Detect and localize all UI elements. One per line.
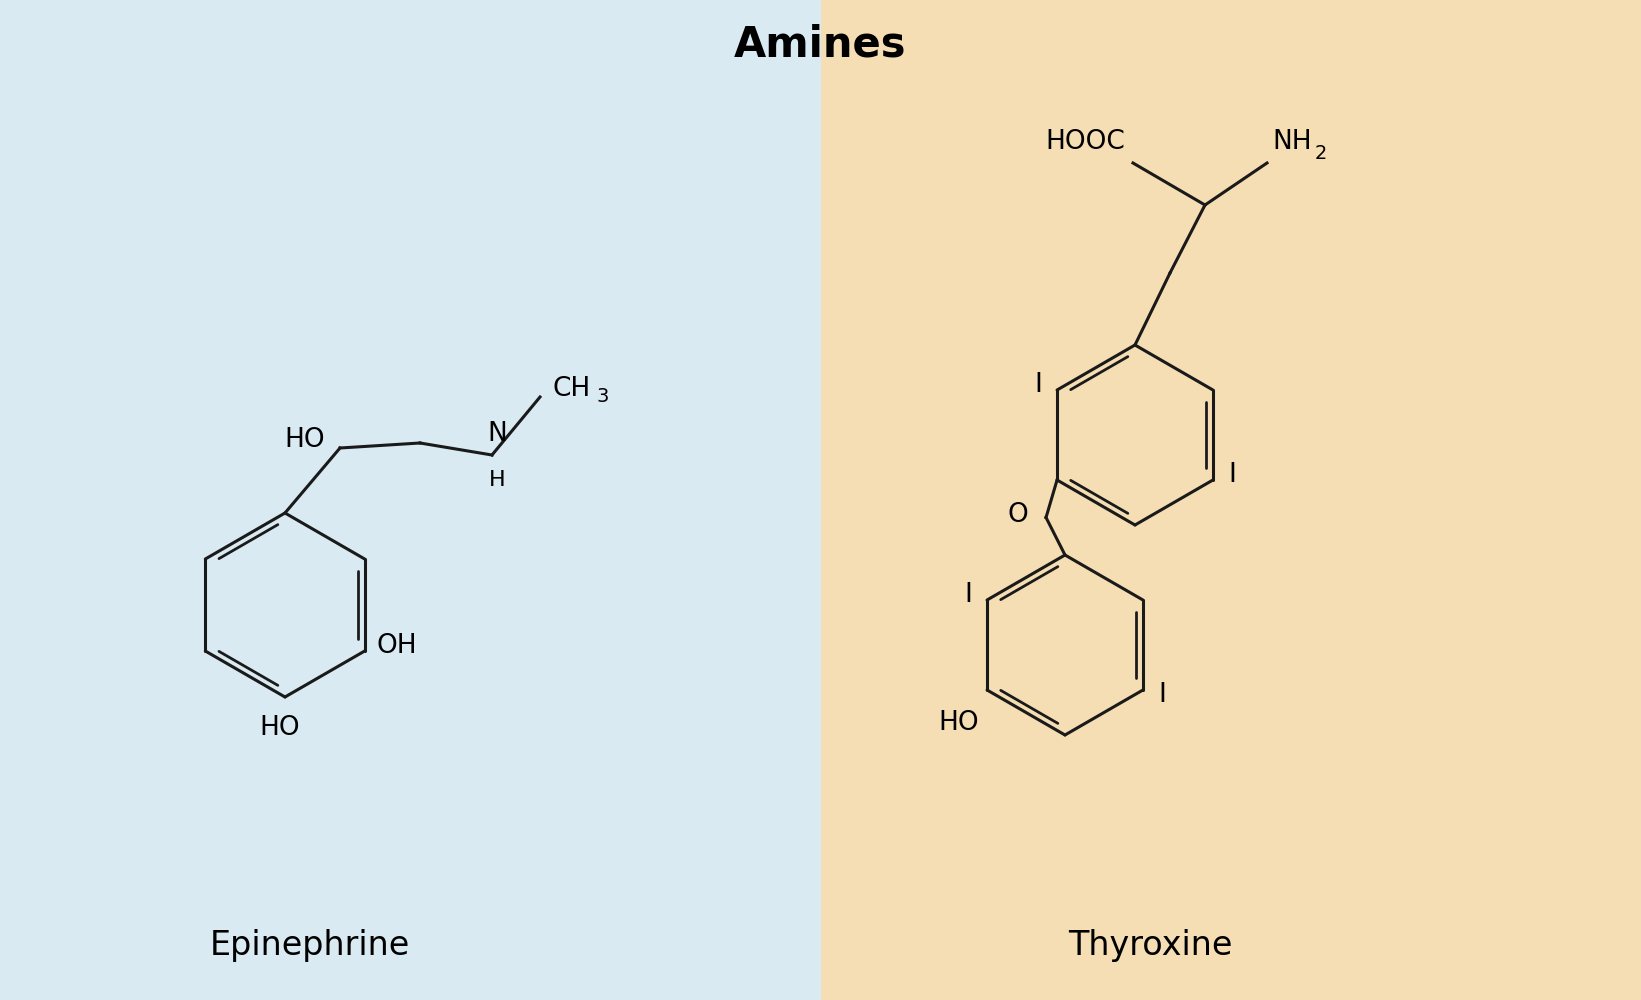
- FancyBboxPatch shape: [0, 0, 820, 1000]
- Text: I: I: [1159, 682, 1165, 708]
- Text: HO: HO: [939, 710, 980, 736]
- Text: 3: 3: [596, 387, 609, 406]
- Text: Thyroxine: Thyroxine: [1068, 928, 1232, 962]
- Text: Amines: Amines: [734, 24, 907, 66]
- Text: OH: OH: [377, 633, 417, 659]
- Text: NH: NH: [1272, 129, 1311, 155]
- Text: H: H: [489, 470, 505, 490]
- Text: I: I: [965, 582, 971, 608]
- Text: O: O: [1008, 502, 1027, 528]
- Text: 2: 2: [1314, 144, 1328, 163]
- Text: HO: HO: [284, 427, 325, 453]
- Text: I: I: [1227, 462, 1236, 488]
- Text: HOOC: HOOC: [1045, 129, 1126, 155]
- Text: I: I: [1034, 372, 1042, 398]
- FancyBboxPatch shape: [820, 0, 1641, 1000]
- Text: N: N: [487, 421, 507, 447]
- Text: CH: CH: [551, 376, 591, 402]
- Text: Epinephrine: Epinephrine: [210, 928, 410, 962]
- Text: HO: HO: [259, 715, 300, 741]
